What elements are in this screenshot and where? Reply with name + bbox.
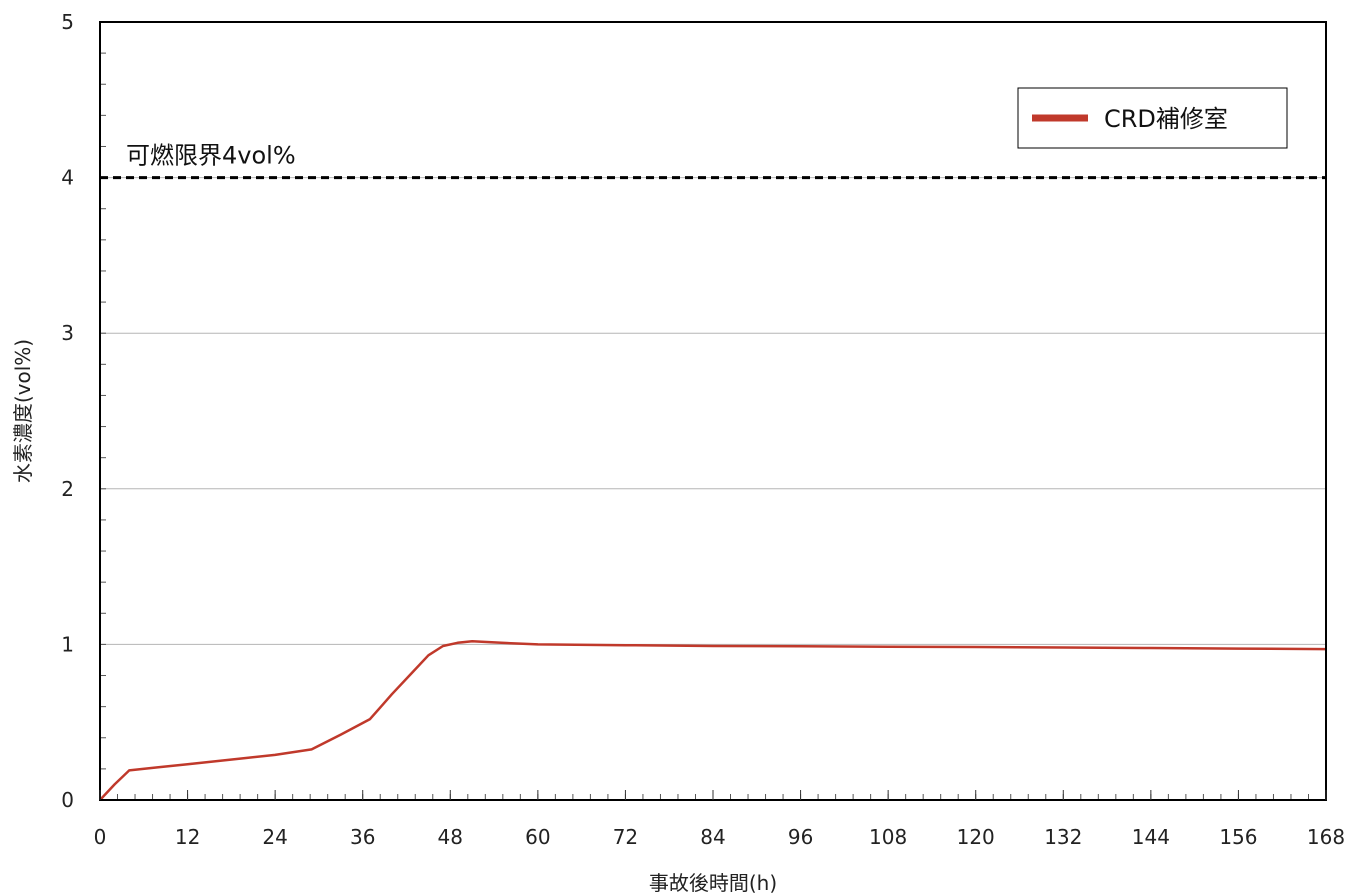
y-tick-labels: 0 1 2 3 4 5 [61,10,74,812]
legend-label: CRD補修室 [1104,105,1228,133]
y-axis-title: 水素濃度(vol%) [11,339,35,483]
x-tick-label-84: 84 [700,825,725,849]
flammability-limit-label: 可燃限界4vol% [126,142,296,170]
series-line-0 [99,640,1327,801]
y-tick-label-1: 1 [61,632,74,656]
x-tick-label-72: 72 [613,825,638,849]
x-tick-label-36: 36 [350,825,375,849]
x-tick-label-48: 48 [438,825,463,849]
y-tick-label-0: 0 [61,788,74,812]
y-tick-label-5: 5 [61,10,74,34]
x-tick-label-156: 156 [1219,825,1257,849]
y-tick-label-4: 4 [61,166,74,190]
x-tick-label-12: 12 [175,825,200,849]
reference-line-group: 可燃限界4vol% [100,142,1326,180]
x-tick-label-144: 144 [1132,825,1170,849]
x-tick-label-24: 24 [262,825,287,849]
x-axis-title: 事故後時間(h) [649,871,777,895]
x-tick-labels: 0 12 24 36 48 60 72 84 96 108 120 132 144 156 168 [94,790,1345,849]
x-tick-label-60: 60 [525,825,550,849]
x-tick-label-132: 132 [1044,825,1082,849]
grid-lines [100,177,1326,645]
x-tick-label-0: 0 [94,825,107,849]
x-tick-label-168: 168 [1307,825,1345,849]
legend: CRD補修室 [1017,87,1288,149]
x-tick-label-96: 96 [788,825,813,849]
y-tick-label-3: 3 [61,321,74,345]
x-tick-label-120: 120 [957,825,995,849]
series-layer [99,640,1327,801]
y-tick-label-2: 2 [61,477,74,501]
x-tick-label-108: 108 [869,825,907,849]
